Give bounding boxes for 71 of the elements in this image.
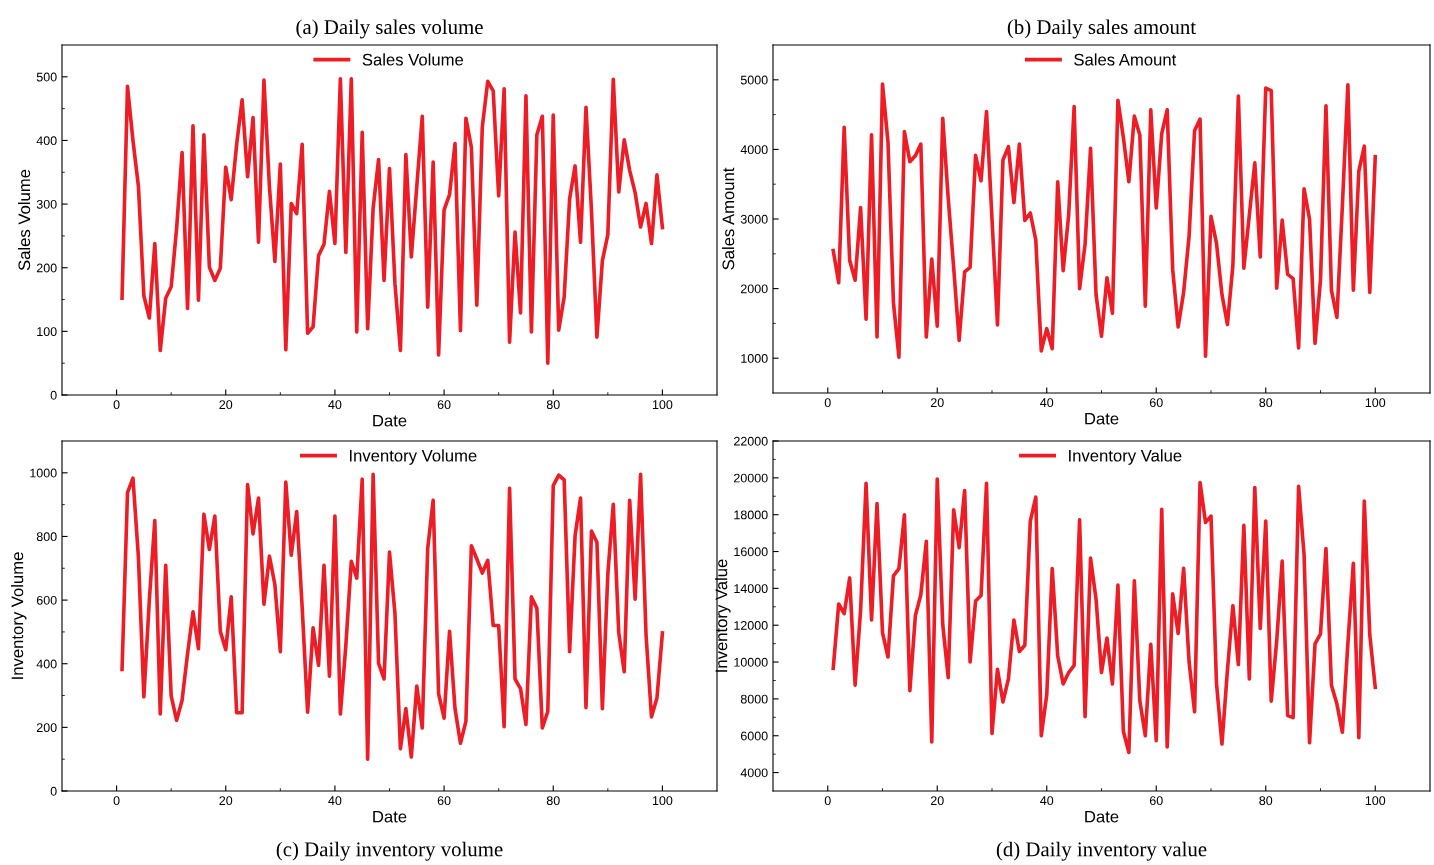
y-tick-label: 500 [36, 72, 57, 82]
y-tick-label: 5000 [740, 75, 768, 85]
y-tick-label: 1000 [741, 354, 768, 363]
x-tick-label: 100 [652, 400, 673, 410]
text: (d) Daily inventory value [996, 841, 1207, 861]
line-series [831, 477, 1378, 755]
y-axis-title: Inventory Volume [11, 552, 27, 679]
x-tick-label: 0 [113, 400, 120, 410]
y-tick-label: 4000 [740, 768, 768, 778]
y-tick-label: 16000 [734, 547, 768, 557]
y-tick-label: 0 [50, 786, 57, 796]
y-tick-label: 400 [36, 659, 57, 669]
x-tick-label: 20 [930, 796, 944, 806]
legend-label: Sales Amount [1074, 53, 1177, 66]
x-tick-label: 80 [546, 796, 560, 806]
legend-label: Inventory Volume [349, 449, 477, 465]
x-tick-label: 60 [437, 796, 451, 806]
text: (c) Daily inventory volume [276, 841, 503, 861]
y-axis-title: Sales Amount [722, 167, 735, 270]
y-tick-label: 6000 [740, 731, 768, 741]
y-tick-label: 300 [36, 199, 57, 209]
x-tick-label: 100 [1365, 398, 1386, 408]
x-tick-label: 20 [930, 398, 944, 408]
x-tick-label: 80 [1259, 398, 1273, 408]
y-tick-label: 20000 [734, 473, 768, 483]
y-tick-label: 14000 [734, 584, 768, 594]
x-tick-label: 40 [1040, 796, 1054, 806]
y-tick-label: 600 [36, 595, 57, 605]
x-tick-label: 40 [328, 400, 342, 410]
x-tick-label: 0 [824, 796, 831, 806]
chart-title: (b) Daily sales amount [1007, 19, 1196, 39]
y-axis-title: Sales Volume [17, 169, 31, 271]
y-tick-label: 2000 [740, 284, 768, 294]
x-axis-title: Date [373, 810, 407, 823]
legend-label: Sales Volume [362, 53, 464, 66]
y-tick-label: 8000 [740, 694, 768, 704]
x-axis-title: Date [1085, 810, 1119, 823]
x-tick-label: 0 [824, 398, 831, 408]
chart-title: (a) Daily sales volume [296, 19, 483, 39]
x-tick-label: 20 [219, 796, 233, 806]
y-tick-label: 4000 [740, 145, 768, 155]
legend-label: Inventory Value [1069, 449, 1182, 465]
x-tick-label: 40 [328, 796, 342, 806]
x-tick-label: 40 [1040, 398, 1054, 408]
y-tick-label: 3000 [740, 214, 768, 224]
y-tick-label: 200 [36, 723, 57, 733]
x-tick-label: 80 [546, 400, 560, 410]
x-tick-label: 60 [437, 400, 451, 410]
x-tick-label: 100 [1365, 796, 1386, 806]
y-tick-label: 100 [37, 327, 57, 337]
x-tick-label: 100 [652, 796, 673, 806]
y-tick-label: 400 [36, 136, 57, 146]
y-tick-label: 200 [36, 263, 57, 273]
y-tick-label: 10000 [734, 657, 768, 667]
line-series [120, 472, 665, 761]
x-axis-title: Date [373, 414, 407, 427]
y-tick-label: 0 [50, 390, 57, 400]
x-tick-label: 80 [1259, 796, 1273, 806]
x-axis-title: Date [1085, 412, 1119, 425]
line-series [120, 76, 665, 365]
y-tick-label: 22000 [734, 436, 768, 446]
x-tick-label: 20 [219, 400, 233, 410]
x-tick-label: 0 [113, 796, 120, 806]
y-axis-title: Inventory Value [715, 559, 731, 672]
y-tick-label: 800 [36, 532, 57, 542]
line-series [831, 82, 1378, 359]
y-tick-label: 18000 [734, 510, 768, 520]
y-tick-label: 12000 [734, 621, 768, 630]
x-tick-label: 60 [1149, 398, 1163, 408]
x-tick-label: 60 [1149, 796, 1163, 806]
y-tick-label: 1000 [30, 468, 57, 478]
